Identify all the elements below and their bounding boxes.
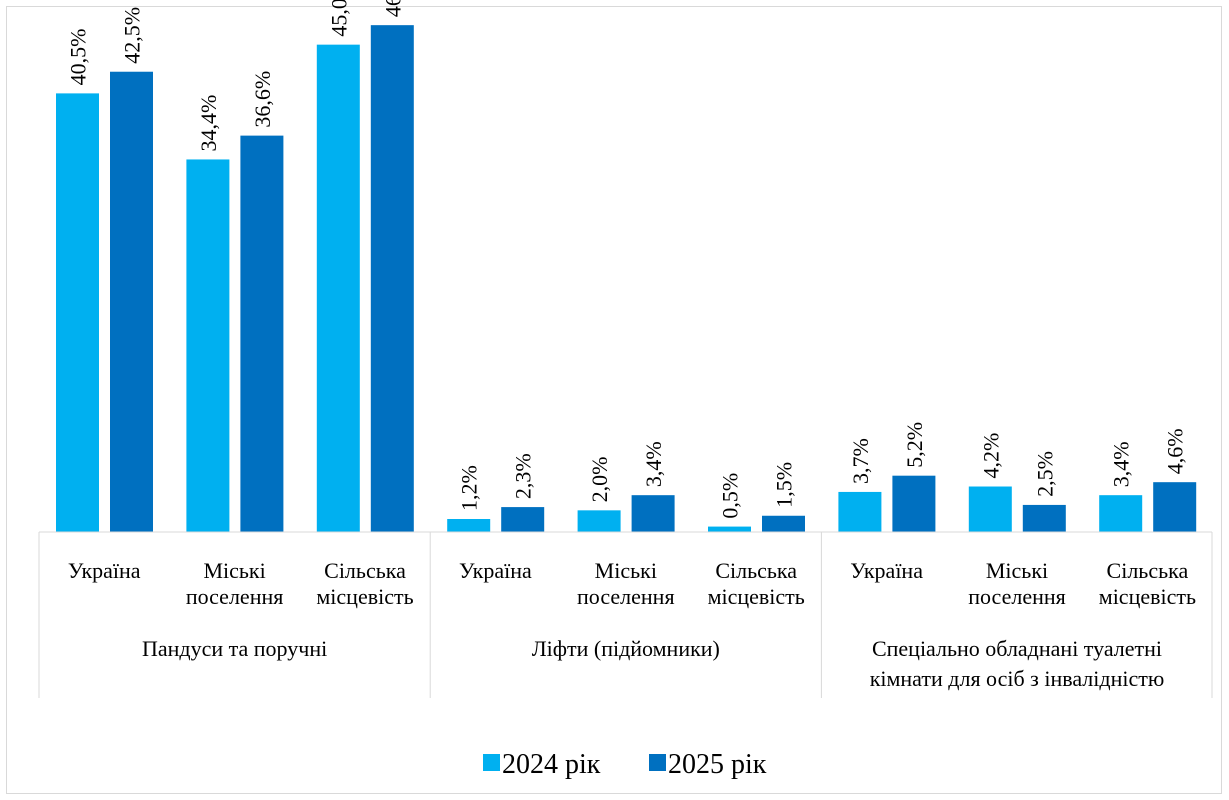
- data-label-s2-8: 2,5%: [1032, 451, 1057, 497]
- x-tick-label-2: Міські поселення: [186, 558, 284, 609]
- data-label-s1-2: 34,4%: [196, 95, 221, 152]
- bar-s1-3: [316, 44, 360, 533]
- x-tick-label-6: Сільська місцевість: [708, 558, 805, 609]
- bar-s1-7: [838, 491, 882, 532]
- bar-s1-1: [56, 93, 99, 532]
- x-tick-label-4: Україна: [459, 558, 532, 583]
- bar-s2-8: [1022, 504, 1066, 532]
- data-label-s1-7: 3,7%: [848, 438, 873, 484]
- bar-s1-8: [968, 486, 1012, 532]
- bar-s2-1: [110, 71, 153, 532]
- bar-s1-6: [708, 526, 751, 532]
- bar-s2-2: [240, 135, 284, 532]
- legend-label-2: 2025 рік: [668, 749, 767, 780]
- data-label-s1-4: 1,2%: [457, 465, 482, 511]
- data-label-s1-6: 0,5%: [718, 473, 743, 519]
- bar-s2-5: [631, 495, 675, 532]
- bar-s2-9: [1153, 482, 1197, 532]
- group-label-2: Ліфти (підйомники): [532, 636, 720, 661]
- x-tick-label-3: Сільська місцевість: [316, 558, 413, 609]
- bar-s1-4: [447, 519, 491, 532]
- data-label-s2-9: 4,6%: [1163, 428, 1188, 474]
- bar-s2-3: [370, 25, 414, 532]
- x-tick-label-9: Сільська місцевість: [1099, 558, 1196, 609]
- data-label-s2-3: 46,8%: [380, 0, 405, 17]
- data-label-s1-5: 2,0%: [587, 457, 612, 503]
- group-label-3: Спеціально обладнані туалетні кімнати для…: [870, 636, 1165, 691]
- x-tick-label-1: Україна: [68, 558, 141, 583]
- x-tick-label-5: Міські поселення: [577, 558, 675, 609]
- x-tick-label-7: Україна: [850, 558, 923, 583]
- bar-s1-5: [577, 510, 621, 532]
- data-label-s1-9: 3,4%: [1109, 441, 1134, 487]
- legend-swatch-2: [649, 754, 666, 771]
- bar-s2-4: [501, 507, 545, 532]
- legend-swatch-1: [483, 754, 500, 771]
- x-tick-label-8: Міські поселення: [968, 558, 1066, 609]
- data-label-s1-3: 45,0%: [326, 0, 351, 37]
- data-label-s2-6: 1,5%: [772, 462, 797, 508]
- bar-s2-6: [762, 515, 805, 532]
- data-label-s1-1: 40,5%: [66, 29, 91, 86]
- data-label-s2-7: 5,2%: [902, 422, 927, 468]
- bar-s1-9: [1099, 495, 1143, 532]
- data-label-s2-5: 3,4%: [641, 441, 666, 487]
- group-label-1: Пандуси та поручні: [142, 636, 327, 661]
- data-label-s2-1: 42,5%: [120, 7, 145, 64]
- bar-s1-2: [186, 159, 230, 532]
- bar-s2-7: [892, 475, 936, 532]
- data-label-s1-8: 4,2%: [978, 433, 1003, 479]
- data-label-s2-4: 2,3%: [511, 453, 536, 499]
- data-label-s2-2: 36,6%: [250, 71, 275, 128]
- legend-label-1: 2024 рік: [502, 749, 601, 780]
